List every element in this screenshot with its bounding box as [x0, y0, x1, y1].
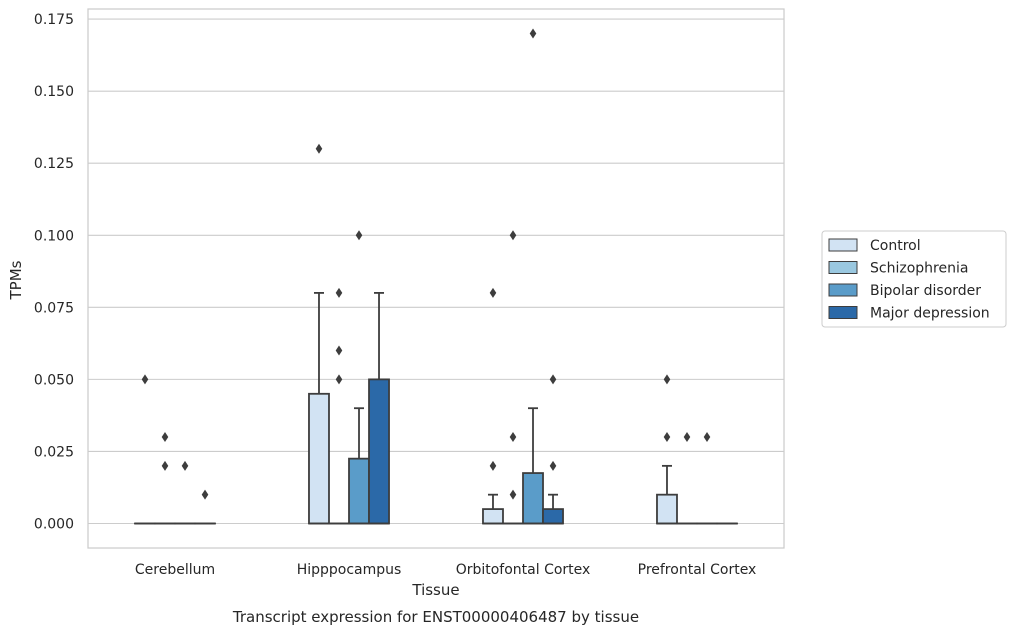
box-schizophrenia	[328, 287, 350, 525]
legend-swatch	[828, 283, 858, 297]
box-bipolar-disorder	[696, 432, 718, 525]
outlier-point	[663, 374, 671, 385]
box-iqr	[522, 472, 544, 525]
box-control	[656, 374, 678, 525]
outlier-point	[549, 374, 557, 385]
outlier-point	[509, 230, 517, 241]
outlier-point	[161, 460, 169, 471]
outlier-point	[161, 432, 169, 443]
box-control	[308, 143, 330, 525]
box-schizophrenia	[154, 432, 176, 525]
outlier-point	[141, 374, 149, 385]
legend-label: Control	[870, 238, 921, 254]
legend-label: Bipolar disorder	[870, 283, 981, 299]
y-tick-label: 0.125	[34, 156, 74, 172]
outlier-point	[315, 143, 323, 154]
box-iqr	[482, 508, 504, 525]
box-bipolar-disorder	[522, 28, 544, 525]
box-major-depression	[194, 489, 216, 525]
x-axis-ticks: Cerebellum Hipppocampus Orbitofontal Corte…	[135, 562, 756, 578]
box-iqr	[656, 493, 678, 525]
box-iqr	[348, 457, 370, 525]
box-bipolar-disorder	[174, 460, 196, 525]
y-tick-label: 0.000	[34, 517, 74, 533]
legend-swatch	[828, 238, 858, 252]
outlier-point	[335, 374, 343, 385]
x-tick-label: Prefrontal Cortex	[638, 562, 757, 578]
box-major-depression	[368, 292, 390, 525]
y-tick-label: 0.100	[34, 228, 74, 244]
outlier-point	[489, 287, 497, 298]
x-axis-label: Tissue	[411, 581, 459, 599]
box-control	[482, 287, 504, 525]
box-iqr	[542, 508, 564, 525]
gridlines	[88, 18, 784, 525]
x-tick-label: Cerebellum	[135, 562, 215, 578]
legend-frame	[821, 230, 1007, 328]
box-iqr	[368, 378, 390, 525]
outlier-point	[703, 432, 711, 443]
outlier-point	[509, 489, 517, 500]
box-iqr	[308, 392, 330, 525]
outlier-point	[335, 287, 343, 298]
outlier-point	[201, 489, 209, 500]
x-tick-label: Orbitofontal Cortex	[456, 562, 591, 578]
chart-caption: Transcript expression for ENST0000040648…	[232, 608, 639, 626]
box-control	[134, 374, 156, 525]
y-tick-label: 0.050	[34, 372, 74, 388]
y-tick-label: 0.175	[34, 12, 74, 28]
y-axis-label: TPMs	[7, 260, 25, 300]
y-tick-label: 0.025	[34, 444, 74, 460]
legend-label: Schizophrenia	[870, 261, 968, 277]
legend-items: Control Schizophrenia Bipolar disorder Majo…	[828, 238, 990, 322]
boxes	[134, 28, 738, 525]
outlier-point	[489, 460, 497, 471]
legend-label: Major depression	[870, 306, 990, 322]
outlier-point	[683, 432, 691, 443]
box-major-depression	[542, 374, 564, 525]
legend-swatch	[828, 261, 858, 274]
box-bipolar-disorder	[348, 230, 370, 525]
box-schizophrenia	[676, 432, 698, 525]
plot-frame	[87, 8, 785, 549]
y-tick-label: 0.075	[34, 300, 74, 316]
outlier-point	[181, 460, 189, 471]
outlier-point	[509, 432, 517, 443]
outlier-point	[355, 230, 363, 241]
x-tick-label: Hipppocampus	[297, 562, 402, 578]
legend: Control Schizophrenia Bipolar disorder Majo…	[821, 230, 1007, 328]
outlier-point	[529, 28, 537, 39]
outlier-point	[335, 345, 343, 356]
legend-swatch	[828, 306, 858, 319]
outlier-point	[663, 432, 671, 443]
outlier-point	[549, 460, 557, 471]
y-tick-label: 0.150	[34, 84, 74, 100]
box-schizophrenia	[502, 230, 524, 525]
y-axis-ticks: 0.000 0.025 0.050 0.075 0.100 0.125 0.150 0.175	[34, 12, 74, 532]
